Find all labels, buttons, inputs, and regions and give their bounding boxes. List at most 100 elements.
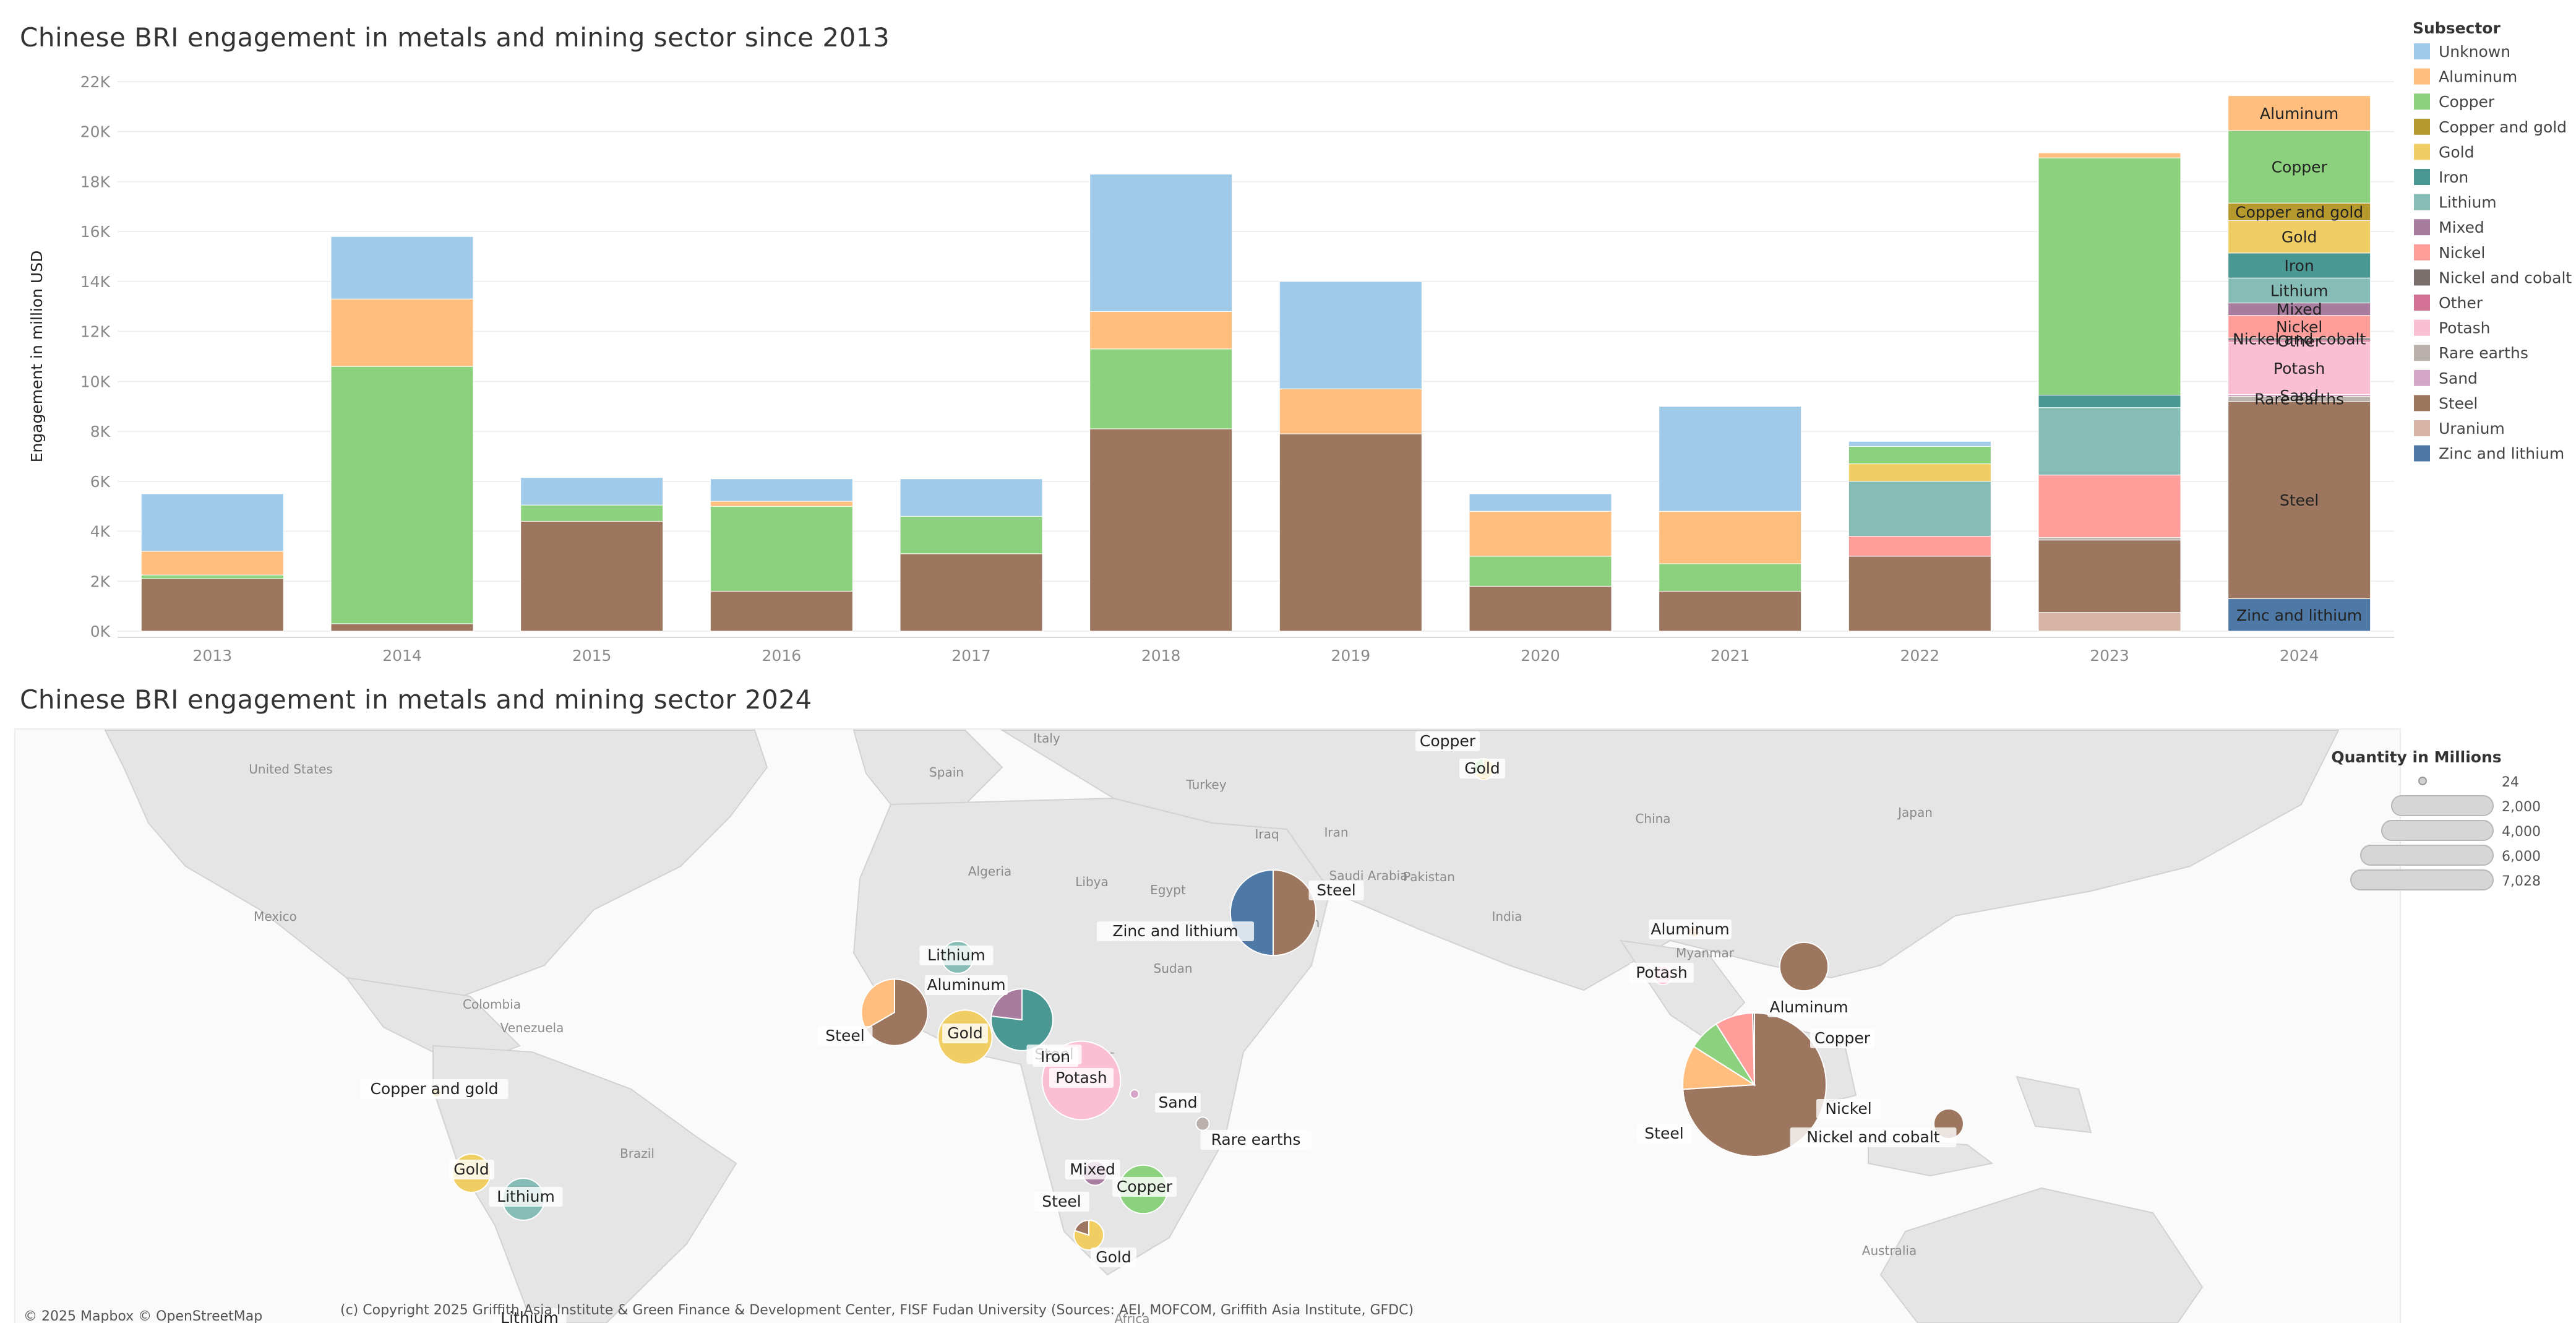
legend-item-label: Nickel — [2439, 244, 2485, 262]
map-pie-slice — [1273, 869, 1317, 957]
bar-segment — [2038, 612, 2181, 632]
map-attribution: © 2025 Mapbox © OpenStreetMap — [24, 1309, 262, 1323]
bar-segment — [899, 478, 1043, 517]
geo-label: China — [1635, 811, 1670, 826]
geo-label: Algeria — [968, 864, 1011, 879]
bar-segment — [1659, 563, 1802, 592]
map-label-backdrop — [1810, 1028, 1874, 1048]
geo-label: United States — [249, 762, 332, 777]
legend-swatch — [2414, 68, 2430, 85]
y-tick-label: 16K — [80, 223, 111, 241]
map-pie-label: Gold — [947, 1024, 982, 1042]
bar-segment-label: Mixed — [2277, 301, 2322, 319]
bar-segment — [2228, 598, 2371, 632]
map-pie-label: Aluminum — [927, 976, 1005, 994]
map-pie-label: Gold — [453, 1160, 489, 1178]
x-tick-label: 2022 — [1900, 647, 1940, 665]
geo-label: Egypt — [1150, 882, 1186, 897]
bar-segment — [520, 520, 664, 632]
map-label-backdrop — [1097, 921, 1254, 941]
bar-segment — [330, 298, 474, 367]
y-tick-label: 20K — [80, 123, 111, 141]
map-label-backdrop — [1065, 1160, 1120, 1179]
bar-segment — [1469, 493, 1612, 512]
y-tick-label: 0K — [90, 623, 111, 640]
bar-chart-title: Chinese BRI engagement in metals and min… — [20, 22, 890, 53]
bar-segment — [1469, 511, 1612, 557]
bar-segment-label: Aluminum — [2260, 105, 2338, 123]
bar-segment-label: Nickel and cobalt — [2233, 330, 2366, 348]
map-pie-slice — [1195, 1116, 1210, 1131]
legend-swatch — [2414, 194, 2430, 210]
map-label-backdrop — [925, 975, 1008, 995]
legend-item-label: Rare earths — [2439, 344, 2528, 362]
bar-segment — [2228, 95, 2371, 131]
y-tick-label: 2K — [90, 572, 111, 590]
legend-swatch — [2414, 295, 2430, 311]
x-tick-label: 2016 — [762, 647, 802, 665]
land-shape — [1879, 1187, 2204, 1323]
y-tick-label: 10K — [80, 373, 111, 390]
legend-item-label: Nickel and cobalt — [2439, 269, 2572, 287]
map-pie-label: Copper — [1420, 732, 1476, 750]
size-legend-label: 6,000 — [2502, 849, 2541, 864]
bar-segment-label: Other — [2277, 332, 2322, 350]
map-label-backdrop — [1415, 731, 1480, 751]
map-label-backdrop — [1033, 1047, 1078, 1067]
geo-label: Japan — [1897, 805, 1933, 820]
map-pie-slice — [1073, 1220, 1089, 1236]
geo-label: Venezuela — [500, 1020, 564, 1035]
bar-segment — [710, 506, 853, 592]
legend-item-label: Gold — [2439, 143, 2474, 161]
map-label-backdrop — [489, 1187, 563, 1207]
map-pie-slice — [1779, 941, 1829, 992]
x-tick-label: 2024 — [2280, 647, 2319, 665]
bar-segment — [2228, 130, 2371, 204]
map-label-backdrop — [360, 1079, 509, 1099]
map-pie-label: Aluminum — [1651, 920, 1729, 938]
map-label-backdrop — [1790, 1127, 1957, 1147]
map-pie-slice — [1073, 1220, 1104, 1251]
size-legend-mark — [2381, 820, 2494, 841]
land-shape — [2016, 1075, 2092, 1134]
map-pie-label: Lithium — [497, 1187, 555, 1205]
map-pie-label: Zinc and lithium — [1112, 922, 1238, 940]
map-label-backdrop — [1636, 1124, 1692, 1144]
bar-segment-label: Gold — [2282, 228, 2317, 246]
geo-label: Iraq — [1255, 827, 1279, 842]
legend-swatch — [2414, 269, 2430, 286]
x-tick-label: 2015 — [572, 647, 612, 665]
size-legend-label: 24 — [2502, 775, 2519, 790]
map-pie-label: Potash — [1636, 963, 1687, 981]
map-pie-label: Gold — [1464, 759, 1500, 777]
x-tick-label: 2020 — [1521, 647, 1560, 665]
legend-swatch — [2414, 395, 2430, 412]
bar-segment — [330, 236, 474, 300]
legend-title: Subsector — [2413, 19, 2501, 37]
bar-segment-label: Rare earths — [2254, 390, 2344, 408]
map-pie-slice — [865, 978, 929, 1046]
y-tick-label: 22K — [80, 73, 111, 91]
map-pie-label: Rare earths — [1211, 1131, 1301, 1148]
map-pie-label: Steel — [1316, 881, 1355, 899]
map-pie-slice — [1681, 1045, 1757, 1090]
map-pie-label: Copper — [1814, 1029, 1871, 1047]
bar-segment — [1848, 536, 1991, 557]
bar-segment — [2038, 152, 2181, 158]
legend-swatch — [2414, 319, 2430, 336]
legend-swatch — [2414, 219, 2430, 236]
size-legend-label: 2,000 — [2502, 799, 2541, 815]
size-legend-label: 7,028 — [2502, 874, 2541, 889]
map-title: Chinese BRI engagement in metals and min… — [20, 684, 812, 715]
geo-label: Myanmar — [1676, 946, 1735, 960]
copyright-note: (c) Copyright 2025 Griffith Asia Institu… — [340, 1303, 1414, 1318]
bar-segment-label: Potash — [2273, 360, 2325, 377]
bar-segment — [899, 515, 1043, 554]
stacked-bar-chart: 0K 2K 4K 6K 8K 10K 12K 14K 16K 18K 20K 22K Engagemen… — [28, 73, 2394, 665]
map-label-backdrop — [1049, 1068, 1114, 1088]
map-pie-label: Lithium — [927, 946, 985, 964]
map-pie-label: Steel — [1042, 1192, 1081, 1210]
bar-segment-label: Zinc and lithium — [2236, 606, 2362, 624]
map-pie-label: Nickel and cobalt — [1806, 1128, 1939, 1146]
legend-swatch — [2414, 345, 2430, 361]
